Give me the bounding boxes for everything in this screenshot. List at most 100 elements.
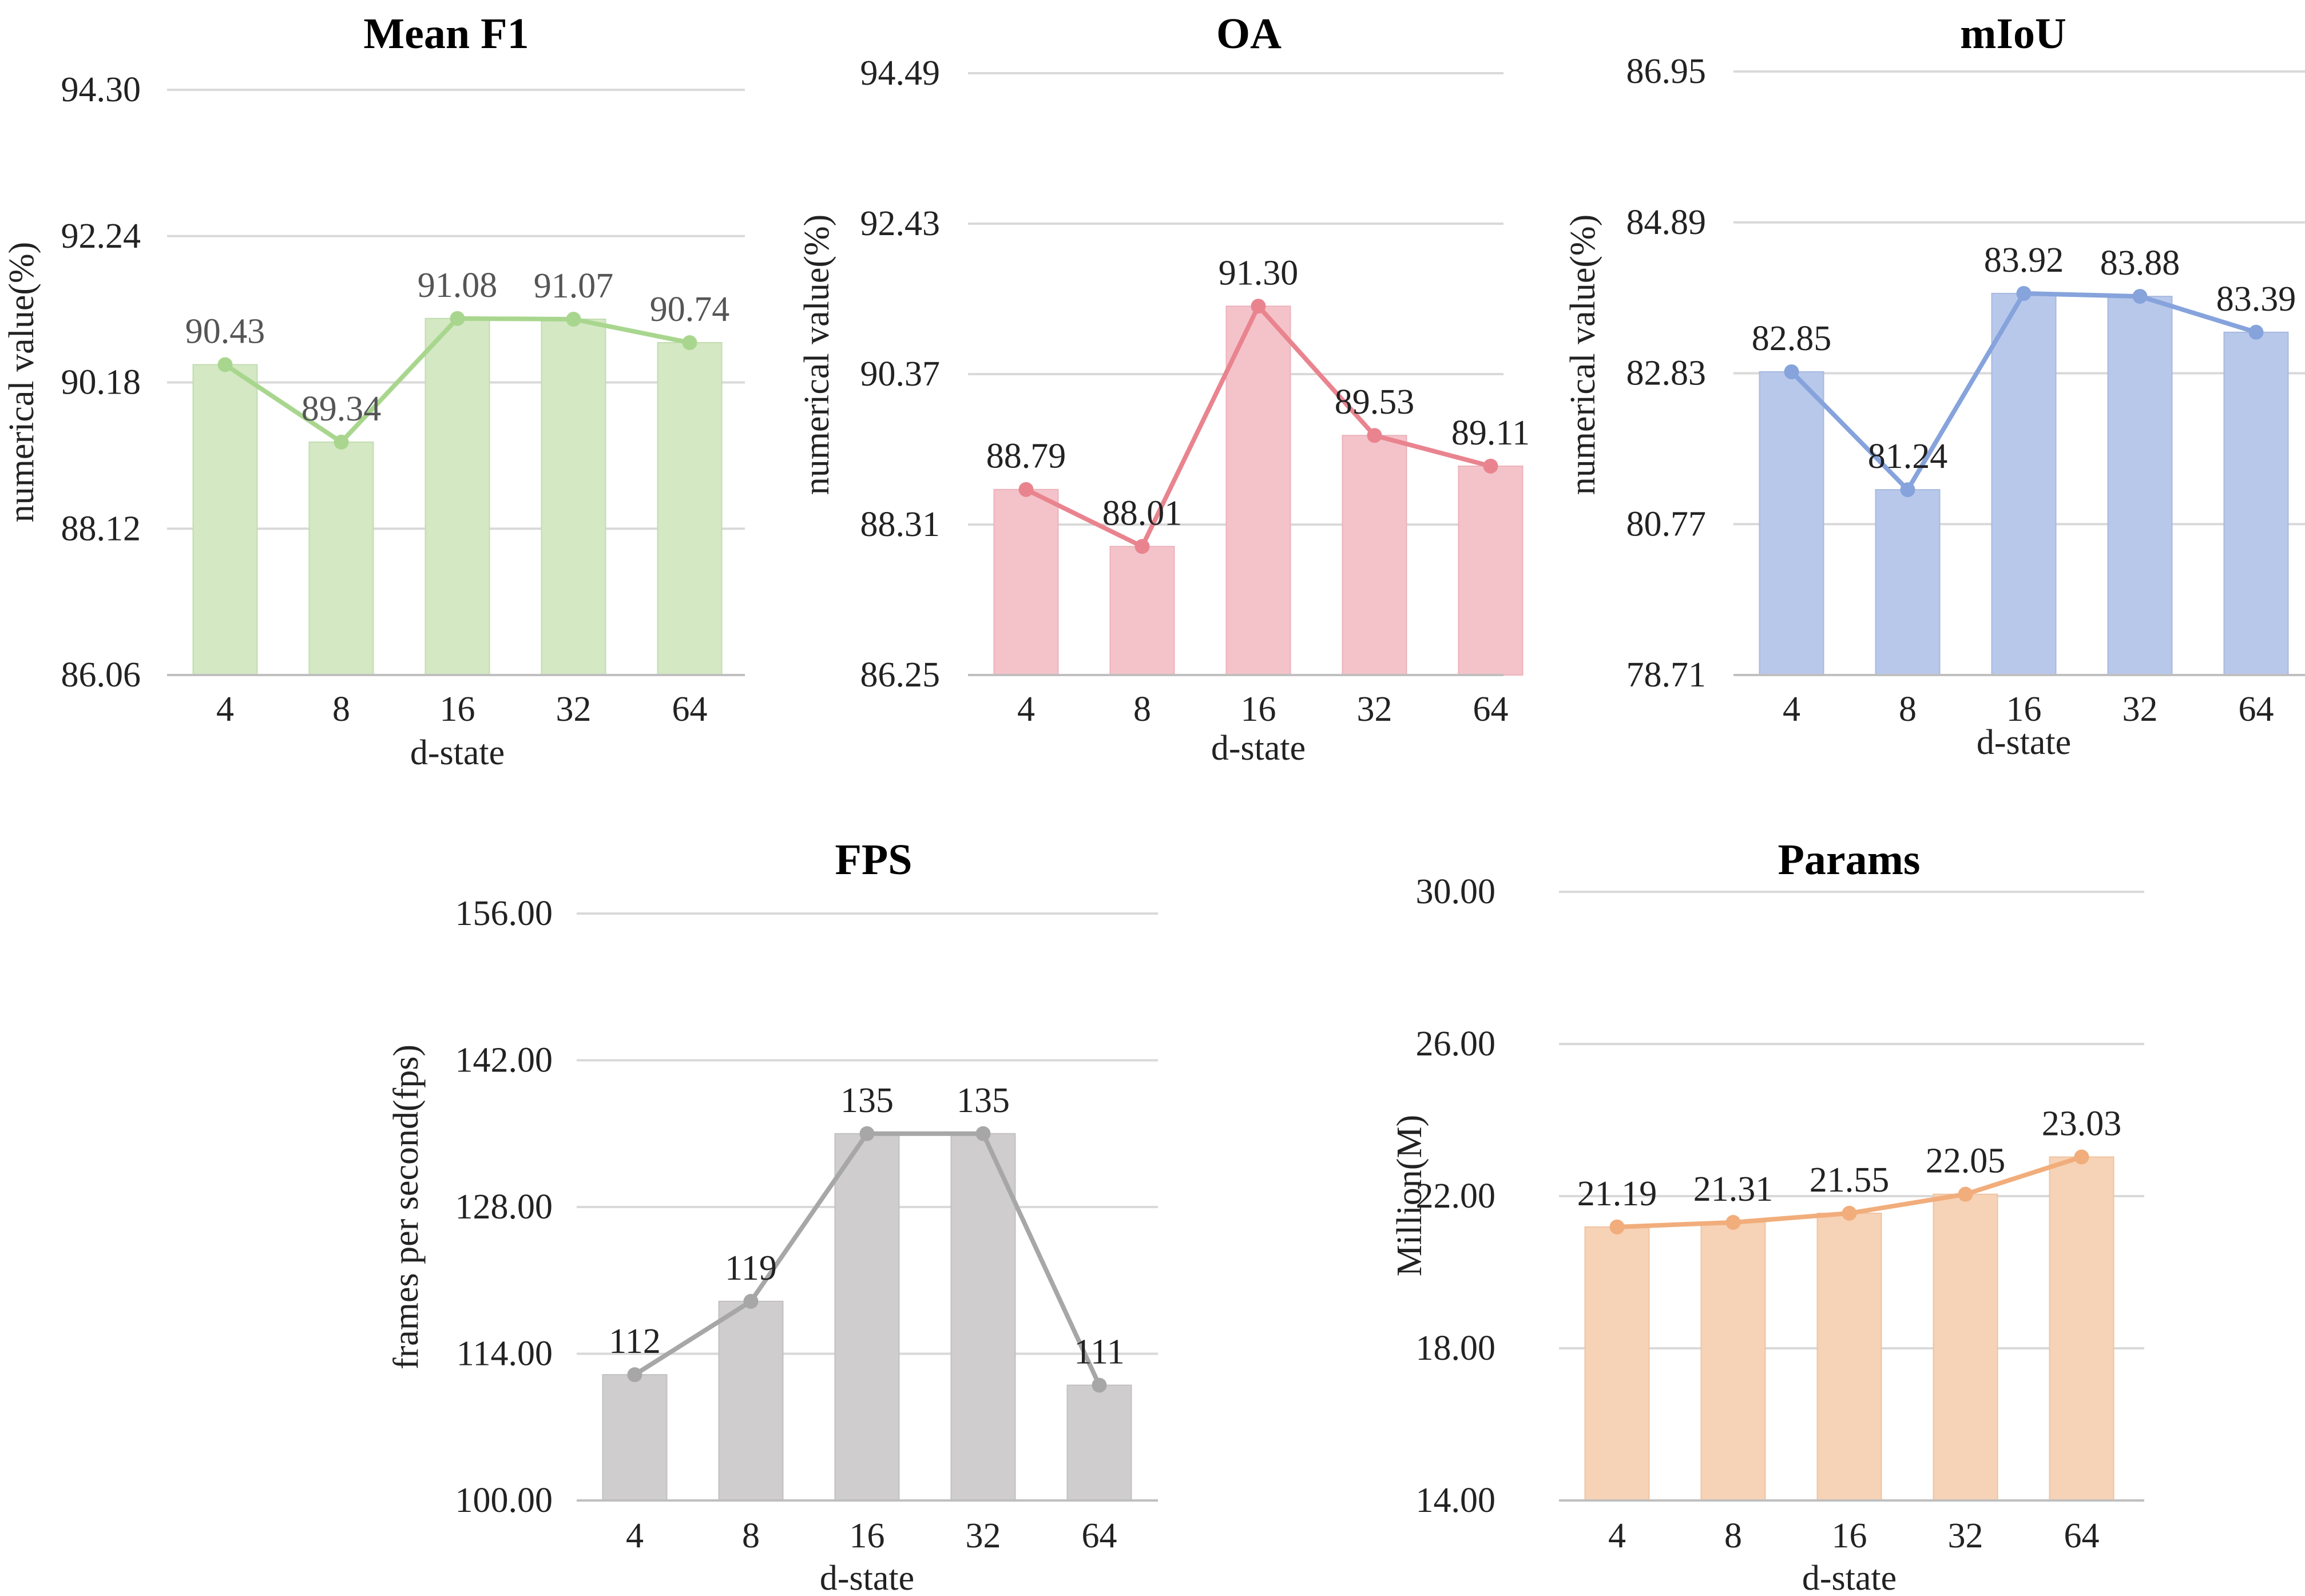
chart-2: 78.71 80.77 82.83 84.89 86.95 82.85 81.24 83.92… bbox=[1564, 10, 2305, 762]
y-tick-label: 26.00 bbox=[1416, 1025, 1496, 1063]
y-tick-label: 86.95 bbox=[1626, 52, 1707, 91]
y-axis-label: numerical value(%) bbox=[2, 242, 41, 523]
bar bbox=[1933, 1193, 1998, 1502]
x-tick-label: 8 bbox=[742, 1516, 760, 1555]
bar bbox=[718, 1300, 784, 1501]
bar bbox=[1759, 371, 1824, 676]
data-label: 83.39 bbox=[2216, 280, 2296, 319]
series-point bbox=[1609, 1219, 1625, 1234]
x-tick-label: 4 bbox=[1783, 690, 1800, 729]
bar bbox=[192, 364, 258, 676]
y-axis-label: numerical value(%) bbox=[1564, 215, 1602, 495]
chart-title: FPS bbox=[835, 836, 912, 884]
bar bbox=[541, 319, 606, 676]
x-tick-label: 64 bbox=[1082, 1516, 1117, 1555]
y-tick-label: 90.37 bbox=[860, 355, 941, 394]
data-label: 119 bbox=[725, 1249, 777, 1288]
x-tick-label: 64 bbox=[2064, 1516, 2100, 1555]
x-tick-label: 8 bbox=[1899, 690, 1917, 729]
data-label: 23.03 bbox=[2042, 1105, 2122, 1144]
series-point bbox=[1900, 482, 1915, 498]
y-tick-label: 128.00 bbox=[455, 1188, 553, 1226]
series-point bbox=[1134, 539, 1150, 554]
bar bbox=[1342, 435, 1407, 676]
data-label: 81.24 bbox=[1868, 437, 1948, 476]
y-axis-label: frames per second(fps) bbox=[387, 1045, 426, 1369]
bar bbox=[2223, 331, 2289, 676]
series-point bbox=[450, 311, 465, 326]
y-tick-label: 88.31 bbox=[860, 505, 941, 544]
x-tick-label: 16 bbox=[850, 1516, 885, 1555]
data-label: 88.79 bbox=[986, 437, 1066, 476]
bar bbox=[1991, 292, 2057, 676]
data-label: 91.30 bbox=[1219, 253, 1299, 292]
data-label: 90.74 bbox=[650, 290, 730, 329]
bar bbox=[1066, 1384, 1132, 1502]
x-tick-label: 4 bbox=[216, 690, 234, 729]
bar bbox=[424, 317, 490, 676]
chart-1: 86.25 88.31 90.37 92.43 94.49 88.79 88.01 91.30… bbox=[798, 10, 1530, 768]
bar bbox=[1816, 1212, 1882, 1502]
data-label: 82.85 bbox=[1752, 319, 1832, 358]
data-label: 89.11 bbox=[1451, 414, 1530, 452]
x-tick-label: 32 bbox=[1357, 690, 1392, 729]
bar bbox=[1584, 1226, 1650, 1501]
data-label: 89.34 bbox=[301, 390, 382, 428]
data-label: 83.88 bbox=[2100, 244, 2180, 283]
chart-title: Mean F1 bbox=[363, 10, 529, 58]
series-point bbox=[682, 335, 697, 350]
series-point bbox=[743, 1293, 759, 1309]
bar bbox=[950, 1133, 1016, 1501]
data-label: 91.08 bbox=[418, 266, 498, 305]
data-label: 21.55 bbox=[1810, 1161, 1890, 1200]
bar bbox=[2049, 1156, 2114, 1501]
data-label: 90.43 bbox=[185, 312, 265, 351]
y-tick-label: 82.83 bbox=[1626, 354, 1707, 393]
y-tick-label: 14.00 bbox=[1416, 1481, 1496, 1520]
bar bbox=[602, 1374, 668, 1501]
y-tick-label: 84.89 bbox=[1626, 203, 1707, 242]
series-point bbox=[334, 434, 349, 450]
series-point bbox=[1483, 458, 1498, 474]
x-axis-label: d-state bbox=[1977, 723, 2071, 762]
y-tick-label: 94.49 bbox=[860, 54, 941, 93]
data-label: 89.53 bbox=[1335, 383, 1415, 422]
y-tick-label: 114.00 bbox=[457, 1335, 553, 1373]
series-point bbox=[1018, 482, 1034, 497]
y-tick-label: 88.12 bbox=[61, 509, 141, 548]
x-tick-label: 64 bbox=[1473, 690, 1509, 729]
chart-0: 86.06 88.12 90.18 92.24 94.30 90.43 89.34 91.08… bbox=[2, 10, 745, 772]
data-label: 91.07 bbox=[534, 267, 614, 305]
series-point bbox=[1842, 1205, 1857, 1221]
x-tick-label: 64 bbox=[2239, 690, 2274, 729]
y-tick-label: 86.25 bbox=[860, 656, 941, 694]
series-point bbox=[566, 312, 581, 327]
x-tick-label: 4 bbox=[1608, 1516, 1626, 1555]
x-tick-label: 16 bbox=[1241, 690, 1276, 729]
x-axis-label: d-state bbox=[820, 1559, 914, 1593]
y-tick-label: 92.43 bbox=[860, 204, 941, 243]
data-label: 22.05 bbox=[1926, 1142, 2006, 1181]
bar bbox=[2107, 296, 2173, 676]
x-tick-label: 16 bbox=[2006, 690, 2042, 729]
series-point bbox=[2132, 289, 2148, 304]
y-axis-label: Million(M) bbox=[1390, 1115, 1429, 1276]
series-point bbox=[975, 1126, 991, 1141]
x-axis-label: d-state bbox=[1211, 729, 1306, 768]
chart-4: 14.00 18.00 22.00 26.00 30.00 21.19 21.31 21.55… bbox=[1390, 836, 2144, 1596]
x-tick-label: 8 bbox=[332, 690, 350, 729]
chart-3: 100.00 114.00 128.00 142.00 156.00 112 119 135 1… bbox=[387, 836, 1158, 1596]
bar bbox=[1109, 546, 1175, 676]
x-tick-label: 32 bbox=[966, 1516, 1001, 1555]
y-tick-label: 22.00 bbox=[1416, 1177, 1496, 1216]
series-point bbox=[627, 1367, 642, 1383]
data-label: 88.01 bbox=[1102, 494, 1183, 533]
y-tick-label: 92.24 bbox=[61, 217, 141, 256]
x-tick-label: 32 bbox=[556, 690, 592, 729]
series-point bbox=[2016, 285, 2032, 301]
bar bbox=[993, 489, 1059, 676]
series-point bbox=[1367, 428, 1382, 443]
x-axis-label: d-state bbox=[1802, 1559, 1897, 1593]
y-axis-label: numerical value(%) bbox=[798, 215, 836, 495]
y-tick-label: 90.18 bbox=[61, 363, 141, 402]
